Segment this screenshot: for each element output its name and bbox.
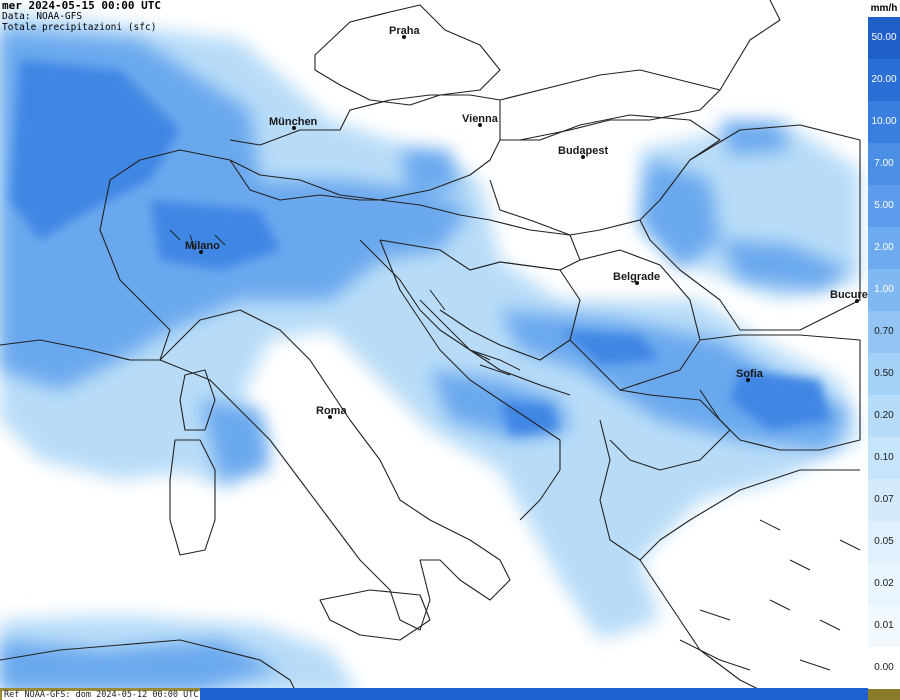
city-label: München xyxy=(269,116,318,128)
city-label: Belgrade xyxy=(613,271,661,283)
city-dot xyxy=(746,378,750,382)
legend-level: 0.02 xyxy=(868,563,900,605)
bottom-bar xyxy=(0,688,900,700)
legend-level: 0.01 xyxy=(868,605,900,647)
city-label: Bucure xyxy=(830,289,868,301)
legend-level: 0.07 xyxy=(868,479,900,521)
legend-level: 10.00 xyxy=(868,101,900,143)
legend-level: 2.00 xyxy=(868,227,900,269)
city-dot xyxy=(328,415,332,419)
legend-level: 20.00 xyxy=(868,59,900,101)
data-source: Data: NOAA-GFS xyxy=(2,11,83,22)
city-dot xyxy=(478,123,482,127)
city-label: Praha xyxy=(389,25,420,37)
precipitation-map xyxy=(0,0,861,700)
city-label: Roma xyxy=(316,405,347,417)
country-borders xyxy=(0,0,861,700)
legend-level: 0.05 xyxy=(868,521,900,563)
city-dot xyxy=(635,281,639,285)
precipitation-legend: mm/h 50.00 20.00 10.00 7.00 5.00 2.00 1.00 0.70… xyxy=(868,0,900,689)
legend-level: 7.00 xyxy=(868,143,900,185)
city-dot xyxy=(402,35,406,39)
legend-level: 0.10 xyxy=(868,437,900,479)
legend-level: 5.00 xyxy=(868,185,900,227)
legend-level: 0.20 xyxy=(868,395,900,437)
legend-level: 1.00 xyxy=(868,269,900,311)
city-dot xyxy=(199,250,203,254)
city-dot xyxy=(855,299,859,303)
reference-run: Ref NOAA-GFS: dom 2024-05-12 00:00 UTC xyxy=(2,690,201,700)
legend-level: 0.00 xyxy=(868,647,900,689)
city-label: Vienna xyxy=(462,113,498,125)
legend-level: 0.50 xyxy=(868,353,900,395)
variable-name: Totale precipitazioni (sfc) xyxy=(2,22,157,33)
forecast-time: mer 2024-05-15 00:00 UTC xyxy=(2,0,161,12)
city-label: Sofia xyxy=(736,368,763,380)
city-dot xyxy=(292,126,296,130)
legend-unit: mm/h xyxy=(868,0,900,17)
legend-level: 50.00 xyxy=(868,17,900,59)
city-label: Budapest xyxy=(558,145,609,157)
city-dot xyxy=(581,155,585,159)
legend-level: 0.70 xyxy=(868,311,900,353)
city-label: Milano xyxy=(185,240,220,252)
map-header: mer 2024-05-15 00:00 UTC Data: NOAA-GFS … xyxy=(2,0,161,33)
